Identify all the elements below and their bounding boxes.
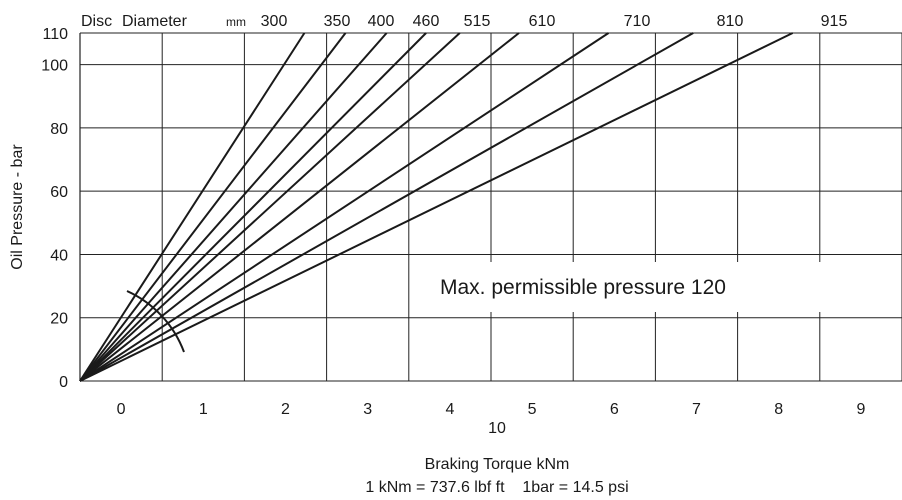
grid bbox=[80, 32, 902, 382]
y-axis-label: Oil Pressure - bar bbox=[9, 144, 26, 270]
series-label-350: 350 bbox=[324, 13, 351, 30]
arc-marker bbox=[126, 290, 185, 353]
disc-header-word: Disc bbox=[81, 13, 112, 30]
y-tick-label: 100 bbox=[41, 58, 68, 75]
conversion-note: 1 kNm = 737.6 lbf ft 1bar = 14.5 psi bbox=[365, 479, 628, 496]
x-tick-label: 0 bbox=[117, 401, 126, 418]
y-tick-label: 80 bbox=[50, 121, 68, 138]
series-line-810 bbox=[79, 32, 694, 382]
y-tick-label: 60 bbox=[50, 184, 68, 201]
y-tick-label: 0 bbox=[59, 374, 68, 391]
annotation-box bbox=[425, 262, 865, 312]
x-tick-label: 6 bbox=[610, 401, 619, 418]
series-line-610 bbox=[79, 32, 520, 382]
y-tick-label: 20 bbox=[50, 311, 68, 328]
series-line-350 bbox=[79, 32, 347, 382]
diameter-header-word: Diameter bbox=[122, 13, 188, 30]
x-tick-label: 3 bbox=[363, 401, 372, 418]
x-tick-labels: 0 1 2 3 4 5 6 7 8 9 bbox=[117, 401, 866, 418]
series-label-810: 810 bbox=[717, 13, 744, 30]
x-tick-label: 7 bbox=[692, 401, 701, 418]
x-multiplier-label: 10 bbox=[488, 420, 506, 437]
series-line-300 bbox=[79, 32, 306, 382]
x-tick-label: 8 bbox=[774, 401, 783, 418]
series-labels: 300 350 400 460 515 610 710 810 915 bbox=[261, 13, 848, 30]
diameter-unit: mm bbox=[226, 15, 246, 29]
y-tick-label: 40 bbox=[50, 247, 68, 264]
series-line-460 bbox=[79, 32, 427, 382]
x-tick-label: 9 bbox=[856, 401, 865, 418]
series-lines bbox=[79, 32, 794, 382]
series-line-400 bbox=[79, 32, 388, 382]
x-tick-label: 1 bbox=[199, 401, 208, 418]
max-pressure-annotation: Max. permissible pressure 120 bbox=[440, 276, 726, 299]
series-line-710 bbox=[79, 32, 610, 382]
x-tick-label: 2 bbox=[281, 401, 290, 418]
series-label-515: 515 bbox=[464, 13, 491, 30]
diameter-arc bbox=[126, 290, 185, 353]
y-tick-labels: 0 20 40 60 80 100 110 bbox=[41, 26, 68, 391]
x-tick-label: 5 bbox=[528, 401, 537, 418]
series-line-915 bbox=[79, 32, 794, 382]
series-label-915: 915 bbox=[821, 13, 848, 30]
series-label-400: 400 bbox=[368, 13, 395, 30]
y-tick-label: 110 bbox=[42, 26, 68, 43]
x-axis-label: Braking Torque kNm bbox=[425, 456, 570, 473]
series-label-710: 710 bbox=[624, 13, 651, 30]
series-label-460: 460 bbox=[413, 13, 440, 30]
series-line-515 bbox=[79, 32, 461, 382]
series-label-300: 300 bbox=[261, 13, 288, 30]
series-label-610: 610 bbox=[529, 13, 556, 30]
x-tick-label: 4 bbox=[445, 401, 454, 418]
